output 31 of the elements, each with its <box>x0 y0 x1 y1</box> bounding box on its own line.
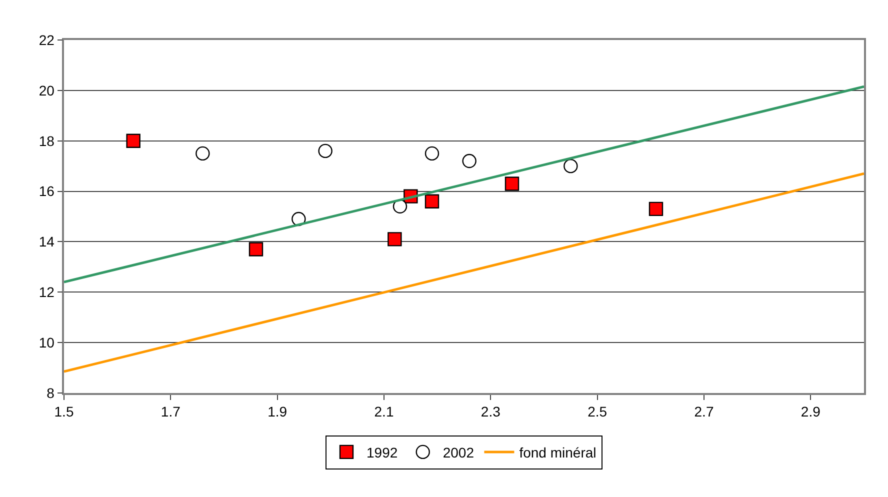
point <box>424 146 440 161</box>
point <box>392 199 408 214</box>
x-tick-label: 2.7 <box>694 404 714 420</box>
point <box>564 158 578 174</box>
point <box>424 194 440 208</box>
point <box>388 232 402 246</box>
point <box>318 144 332 158</box>
legend-label: 2002 <box>442 444 474 460</box>
y-tick-label: 22 <box>38 32 55 48</box>
point <box>196 146 210 161</box>
y-tick-label: 16 <box>38 183 55 200</box>
point <box>462 154 476 168</box>
legend-label: fond minéral <box>519 444 596 460</box>
x-tick-label: 2.3 <box>480 404 501 420</box>
y-tick-label: 14 <box>38 234 55 250</box>
y-tick-label: 20 <box>38 82 55 98</box>
x-tick-label: 1.9 <box>268 404 288 420</box>
y-tick-label: 12 <box>38 284 55 300</box>
x-tick-label: 2.9 <box>800 404 821 420</box>
point <box>126 134 140 148</box>
x-tick-label: 1.5 <box>54 404 74 420</box>
x-tick-label: 2.5 <box>588 404 608 420</box>
y-tick-label: 8 <box>46 384 55 401</box>
legend-label: 1992 <box>366 444 398 460</box>
point <box>504 176 520 191</box>
y-tick-label: 18 <box>38 132 55 149</box>
y-tick-label: 10 <box>38 334 55 350</box>
point <box>248 242 264 256</box>
x-tick-label: 1.7 <box>160 404 181 420</box>
point <box>648 202 664 216</box>
x-tick-label: 2.1 <box>374 404 394 420</box>
